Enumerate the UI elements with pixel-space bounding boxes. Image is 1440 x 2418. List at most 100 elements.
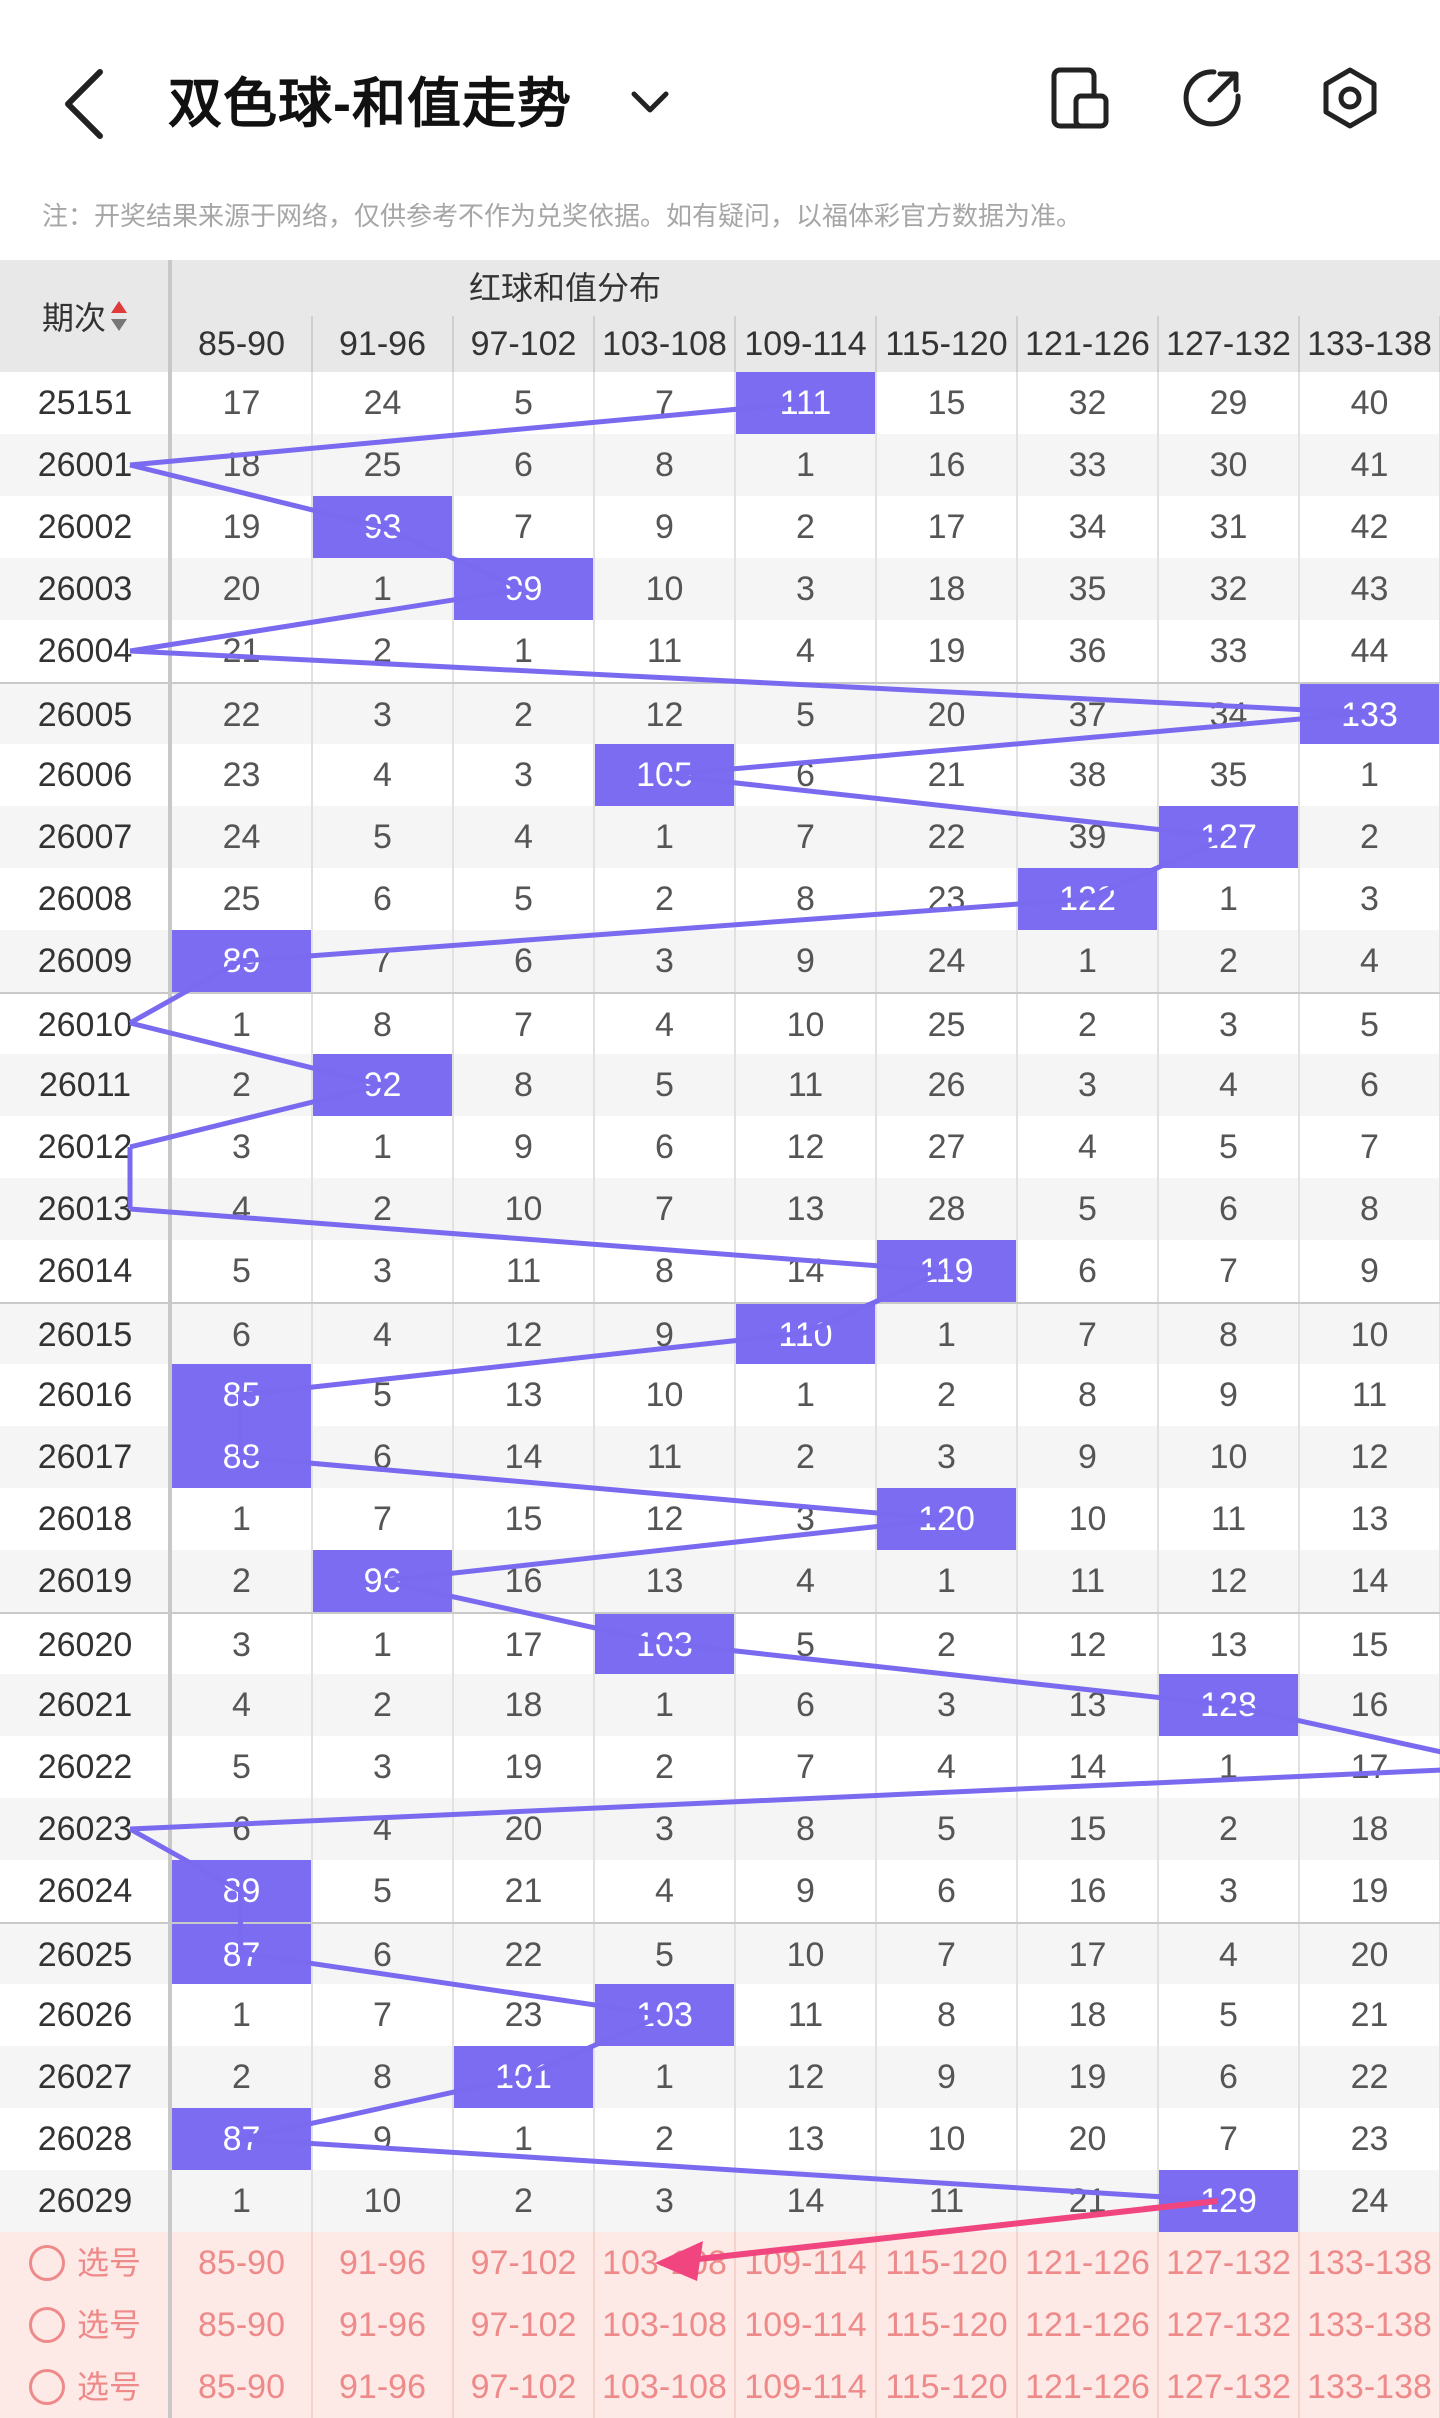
pick-range-cell[interactable]: 97-102 <box>452 2356 593 2418</box>
period-header[interactable]: 期次 <box>0 260 170 372</box>
omission-cell: 16 <box>875 434 1016 496</box>
pick-range-cell[interactable]: 91-96 <box>311 2232 452 2294</box>
pick-row[interactable]: 选号 85-90 91-96 97-102 103-108 109-114 115-120 1… <box>0 2356 1440 2418</box>
omission-cell: 23 <box>875 868 1016 930</box>
omission-cell: 14 <box>452 1426 593 1488</box>
omission-cell: 11 <box>734 1984 875 2046</box>
pick-range-cell[interactable]: 121-126 <box>1016 2356 1157 2418</box>
pick-range-cell[interactable]: 121-126 <box>1016 2294 1157 2356</box>
back-arrow-icon[interactable] <box>56 64 116 144</box>
omission-cell: 7 <box>1298 1116 1439 1178</box>
omission-cell: 15 <box>1298 1614 1439 1674</box>
hit-cell: 99 <box>452 558 593 620</box>
pick-range-cell[interactable]: 85-90 <box>170 2232 311 2294</box>
pick-range-cell[interactable]: 85-90 <box>170 2356 311 2418</box>
hit-cell: 92 <box>311 1054 452 1116</box>
pick-range-cell[interactable]: 133-138 <box>1298 2232 1439 2294</box>
omission-cell: 7 <box>311 1488 452 1550</box>
omission-cell: 40 <box>1298 372 1439 434</box>
pick-row-label[interactable]: 选号 <box>0 2294 170 2356</box>
table-row: 26028 87 9 1 2 13 10 20 7 23 <box>0 2108 1440 2170</box>
table-row: 26006 23 4 3 105 6 21 38 35 1 <box>0 744 1440 806</box>
omission-cell: 5 <box>1157 1984 1298 2046</box>
pick-range-cell[interactable]: 109-114 <box>734 2356 875 2418</box>
pick-range-cell[interactable]: 109-114 <box>734 2232 875 2294</box>
table-row: 26021 4 2 18 1 6 3 13 128 16 <box>0 1674 1440 1736</box>
pick-row-label[interactable]: 选号 <box>0 2356 170 2418</box>
period-cell: 26029 <box>37 2182 133 2220</box>
table-row: 26012 3 1 9 6 12 27 4 5 7 <box>0 1116 1440 1178</box>
omission-cell: 22 <box>452 1924 593 1984</box>
omission-cell: 22 <box>875 806 1016 868</box>
period-cell: 26019 <box>37 1562 133 1600</box>
omission-cell: 8 <box>1298 1178 1439 1240</box>
hit-cell: 110 <box>734 1304 875 1364</box>
radio-circle-icon[interactable] <box>28 2245 65 2281</box>
omission-cell: 1 <box>170 1984 311 2046</box>
pick-row-label[interactable]: 选号 <box>0 2232 170 2294</box>
pick-range-cell[interactable]: 103-108 <box>593 2356 734 2418</box>
sort-icon[interactable] <box>110 299 128 333</box>
pick-range-cell[interactable]: 91-96 <box>311 2294 452 2356</box>
pick-range-cell[interactable]: 115-120 <box>875 2232 1016 2294</box>
device-rotate-icon[interactable] <box>1046 66 1110 130</box>
period-cell: 25151 <box>37 384 133 422</box>
pick-range-cell[interactable]: 103-108 <box>593 2294 734 2356</box>
pick-range-cell[interactable]: 103-108 <box>593 2232 734 2294</box>
pick-range-cell[interactable]: 97-102 <box>452 2232 593 2294</box>
radio-circle-icon[interactable] <box>28 2307 65 2343</box>
pick-range-cell[interactable]: 109-114 <box>734 2294 875 2356</box>
pick-range-cell[interactable]: 133-138 <box>1298 2294 1439 2356</box>
pick-row[interactable]: 选号 85-90 91-96 97-102 103-108 109-114 115-120 1… <box>0 2232 1440 2294</box>
omission-cell: 8 <box>593 1240 734 1302</box>
omission-cell: 18 <box>875 558 1016 620</box>
pick-range-cell[interactable]: 91-96 <box>311 2356 452 2418</box>
table-row: 26013 4 2 10 7 13 28 5 6 8 <box>0 1178 1440 1240</box>
settings-icon[interactable] <box>1318 66 1382 130</box>
omission-cell: 7 <box>593 1178 734 1240</box>
share-icon[interactable] <box>1180 66 1244 130</box>
omission-cell: 4 <box>311 1304 452 1364</box>
omission-cell: 2 <box>875 1364 1016 1426</box>
period-cell: 26003 <box>37 570 133 608</box>
hit-cell: 89 <box>170 930 311 992</box>
omission-cell: 32 <box>1157 558 1298 620</box>
pick-range-cell[interactable]: 115-120 <box>875 2294 1016 2356</box>
omission-cell: 22 <box>1298 2046 1439 2108</box>
hit-cell: 101 <box>452 2046 593 2108</box>
omission-cell: 29 <box>1157 372 1298 434</box>
pick-row[interactable]: 选号 85-90 91-96 97-102 103-108 109-114 115-120 1… <box>0 2294 1440 2356</box>
omission-cell: 11 <box>1298 1364 1439 1426</box>
pick-range-cell[interactable]: 115-120 <box>875 2356 1016 2418</box>
pick-range-cell[interactable]: 133-138 <box>1298 2356 1439 2418</box>
omission-cell: 9 <box>1157 1364 1298 1426</box>
omission-cell: 19 <box>1298 1860 1439 1922</box>
trend-table[interactable]: 期次 红球和值分布 85-90 91-96 97-102 103-108 109-114… <box>0 260 1440 2418</box>
pick-range-cell[interactable]: 127-132 <box>1157 2294 1298 2356</box>
table-row: 26014 5 3 11 8 14 119 6 7 9 <box>0 1240 1440 1302</box>
omission-cell: 6 <box>452 930 593 992</box>
chevron-down-icon[interactable] <box>628 80 672 124</box>
pick-range-cell[interactable]: 97-102 <box>452 2294 593 2356</box>
omission-cell: 33 <box>1016 434 1157 496</box>
omission-cell: 6 <box>734 744 875 806</box>
omission-cell: 26 <box>875 1054 1016 1116</box>
hit-cell: 89 <box>170 1860 311 1922</box>
pick-range-cell[interactable]: 121-126 <box>1016 2232 1157 2294</box>
omission-cell: 15 <box>1016 1798 1157 1860</box>
omission-cell: 5 <box>311 1860 452 1922</box>
radio-circle-icon[interactable] <box>28 2369 65 2405</box>
omission-cell: 13 <box>593 1550 734 1612</box>
pick-range-cell[interactable]: 127-132 <box>1157 2356 1298 2418</box>
pick-range-cell[interactable]: 85-90 <box>170 2294 311 2356</box>
period-cell: 26027 <box>37 2058 133 2096</box>
omission-cell: 17 <box>170 372 311 434</box>
omission-cell: 3 <box>311 684 452 744</box>
omission-cell: 34 <box>1157 684 1298 744</box>
omission-cell: 19 <box>875 620 1016 682</box>
period-cell: 26001 <box>37 446 133 484</box>
period-header-label: 期次 <box>41 300 106 336</box>
omission-cell: 20 <box>170 558 311 620</box>
omission-cell: 18 <box>452 1674 593 1736</box>
pick-range-cell[interactable]: 127-132 <box>1157 2232 1298 2294</box>
